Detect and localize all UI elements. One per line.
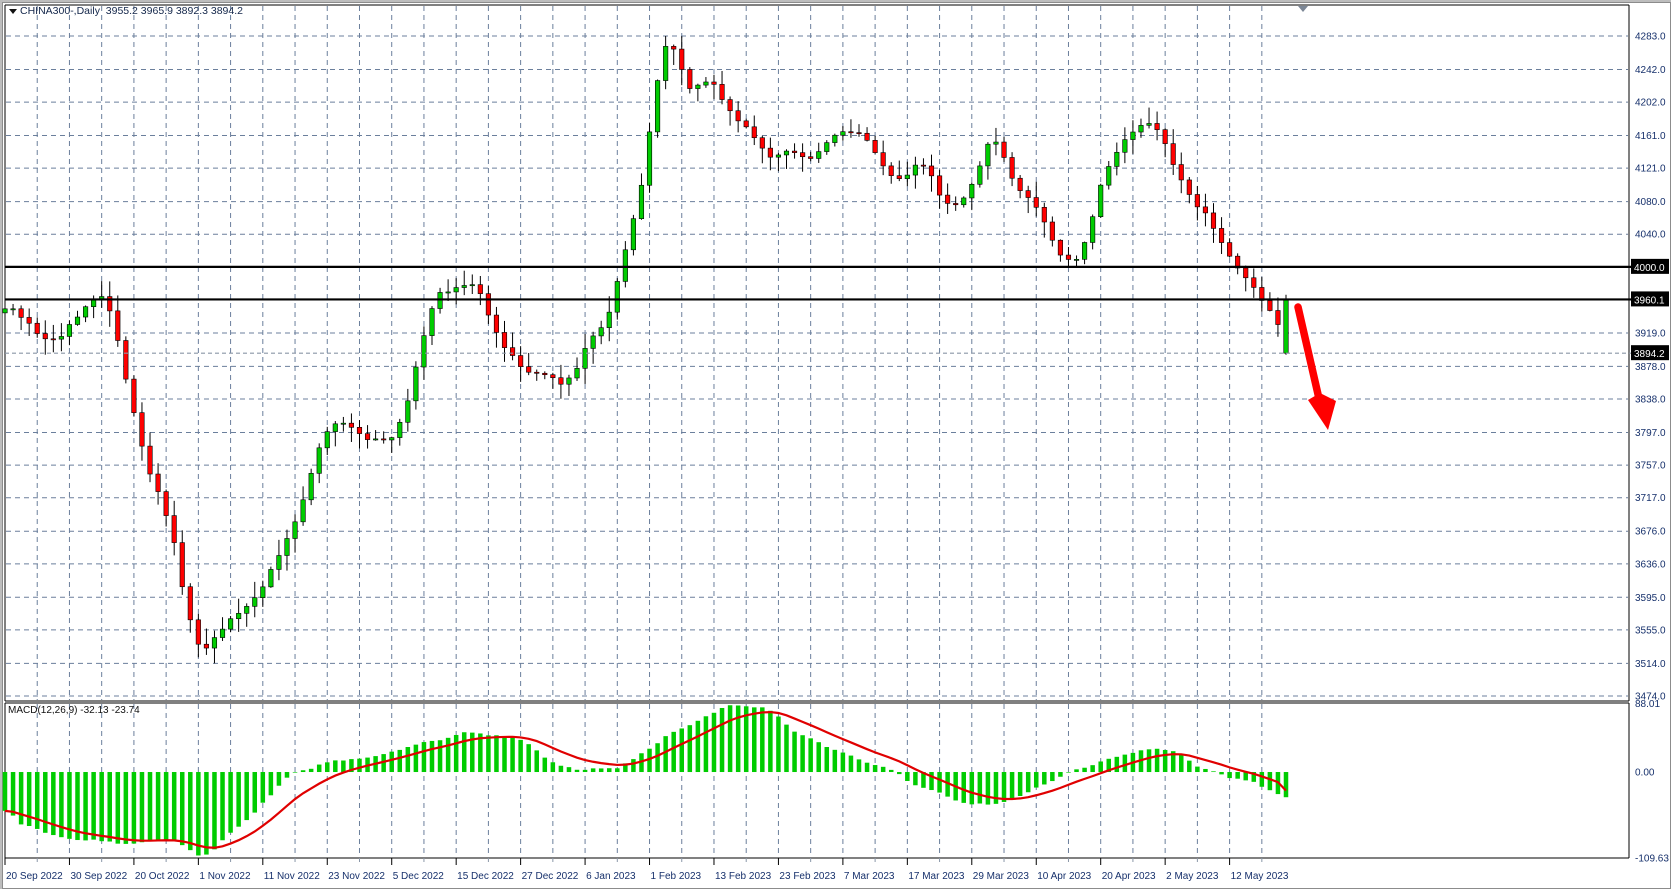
svg-text:20 Apr 2023: 20 Apr 2023 — [1102, 871, 1156, 882]
svg-text:23 Nov 2022: 23 Nov 2022 — [328, 871, 385, 882]
svg-text:3757.0: 3757.0 — [1635, 461, 1666, 472]
svg-text:7 Mar 2023: 7 Mar 2023 — [844, 871, 895, 882]
svg-text:1 Nov 2022: 1 Nov 2022 — [199, 871, 251, 882]
svg-text:88.01: 88.01 — [1635, 699, 1660, 710]
svg-text:4000.0: 4000.0 — [1634, 263, 1665, 274]
svg-text:4080.0: 4080.0 — [1635, 197, 1666, 208]
svg-text:3676.0: 3676.0 — [1635, 527, 1666, 538]
svg-text:23 Feb 2023: 23 Feb 2023 — [779, 871, 836, 882]
svg-text:3894.2: 3894.2 — [1634, 349, 1665, 360]
svg-text:20 Oct 2022: 20 Oct 2022 — [135, 871, 190, 882]
svg-text:3797.0: 3797.0 — [1635, 428, 1666, 439]
svg-text:27 Dec 2022: 27 Dec 2022 — [522, 871, 579, 882]
svg-text:0.00: 0.00 — [1635, 768, 1655, 779]
svg-text:3717.0: 3717.0 — [1635, 493, 1666, 504]
svg-text:15 Dec 2022: 15 Dec 2022 — [457, 871, 514, 882]
svg-text:17 Mar 2023: 17 Mar 2023 — [908, 871, 965, 882]
svg-text:29 Mar 2023: 29 Mar 2023 — [973, 871, 1030, 882]
svg-text:3878.0: 3878.0 — [1635, 362, 1666, 373]
svg-text:-109.63: -109.63 — [1635, 854, 1669, 865]
svg-text:3555.0: 3555.0 — [1635, 625, 1666, 636]
svg-text:3595.0: 3595.0 — [1635, 593, 1666, 604]
svg-text:3514.0: 3514.0 — [1635, 659, 1666, 670]
svg-text:4161.0: 4161.0 — [1635, 131, 1666, 142]
svg-text:10 Apr 2023: 10 Apr 2023 — [1037, 871, 1091, 882]
svg-text:4283.0: 4283.0 — [1635, 32, 1666, 43]
svg-text:11 Nov 2022: 11 Nov 2022 — [264, 871, 320, 882]
svg-text:3636.0: 3636.0 — [1635, 559, 1666, 570]
svg-text:2 May 2023: 2 May 2023 — [1166, 871, 1219, 882]
svg-text:20 Sep 2022: 20 Sep 2022 — [6, 871, 63, 882]
svg-text:5 Dec 2022: 5 Dec 2022 — [393, 871, 445, 882]
svg-text:CHINA300-,Daily 3955.2 3965.9: CHINA300-,Daily 3955.2 3965.9 3892.3 389… — [20, 5, 243, 17]
svg-text:6 Jan 2023: 6 Jan 2023 — [586, 871, 636, 882]
svg-text:4202.0: 4202.0 — [1635, 98, 1666, 109]
svg-text:12 May 2023: 12 May 2023 — [1231, 871, 1289, 882]
svg-text:3919.0: 3919.0 — [1635, 328, 1666, 339]
svg-text:4242.0: 4242.0 — [1635, 65, 1666, 76]
svg-text:4040.0: 4040.0 — [1635, 230, 1666, 241]
svg-text:4121.0: 4121.0 — [1635, 164, 1666, 175]
svg-text:3960.1: 3960.1 — [1634, 295, 1665, 306]
svg-text:30 Sep 2022: 30 Sep 2022 — [70, 871, 127, 882]
svg-text:13 Feb 2023: 13 Feb 2023 — [715, 871, 772, 882]
svg-text:3838.0: 3838.0 — [1635, 395, 1666, 406]
svg-text:MACD(12,26,9) -32.13 -23.74: MACD(12,26,9) -32.13 -23.74 — [8, 705, 140, 716]
svg-text:1 Feb 2023: 1 Feb 2023 — [651, 871, 702, 882]
